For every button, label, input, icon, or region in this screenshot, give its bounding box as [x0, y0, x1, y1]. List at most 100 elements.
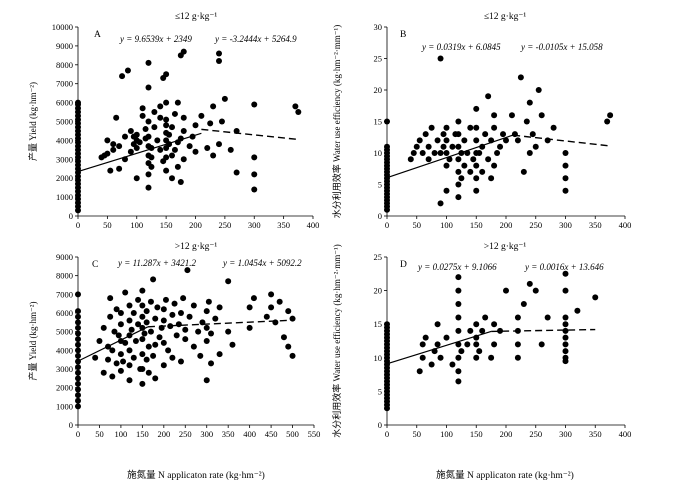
data-point: [464, 341, 471, 348]
data-point: [455, 181, 462, 188]
data-point: [520, 168, 527, 175]
data-point: [157, 146, 164, 153]
data-point: [479, 327, 486, 334]
y-tick-label: 10: [374, 148, 383, 158]
data-point: [182, 326, 189, 333]
data-point: [169, 152, 175, 159]
data-point: [160, 339, 167, 346]
x-tick-label: 100: [440, 220, 453, 230]
data-point: [174, 163, 181, 170]
data-point: [119, 73, 126, 80]
data-point: [482, 314, 489, 321]
x-tick-label: 150: [136, 429, 149, 439]
data-point: [455, 327, 462, 334]
data-point: [422, 334, 429, 341]
x-tick-label: 350: [277, 220, 290, 230]
data-point: [562, 334, 569, 341]
x-tick-label: 50: [95, 429, 104, 439]
x-tick-label: 300: [200, 429, 213, 439]
data-point: [227, 146, 234, 153]
data-point: [562, 162, 569, 169]
y-axis-label: 产量 Yield (kg·hm⁻²): [27, 302, 38, 381]
y-tick-label: 15: [374, 117, 383, 127]
data-point: [96, 338, 103, 344]
data-point: [109, 373, 116, 380]
data-point: [100, 369, 107, 376]
panel-label: B: [400, 30, 406, 40]
data-point: [455, 341, 462, 348]
data-point: [455, 156, 462, 163]
x-tick-label: 0: [76, 220, 80, 230]
data-point: [422, 131, 429, 138]
data-point: [139, 351, 146, 358]
data-point: [139, 302, 146, 309]
data-point: [562, 314, 569, 321]
data-point: [419, 150, 426, 156]
data-point: [132, 338, 139, 344]
data-point: [497, 327, 504, 334]
panel-title: >12 g·kg⁻¹: [484, 242, 527, 252]
data-point: [182, 336, 189, 343]
data-point: [186, 143, 193, 150]
data-point: [75, 364, 81, 371]
y-tick-label: 5000: [56, 117, 73, 127]
data-point: [75, 386, 81, 393]
data-point: [116, 143, 123, 150]
data-point: [446, 156, 453, 163]
y-tick-label: 8000: [56, 60, 73, 70]
y-tick-label: 6000: [56, 98, 73, 108]
data-point: [133, 144, 140, 151]
data-point: [107, 313, 114, 320]
data-point: [550, 124, 557, 131]
x-tick-label: 250: [529, 429, 542, 439]
data-point: [156, 334, 163, 341]
y-tick-label: 0: [69, 420, 73, 430]
data-point: [157, 103, 164, 110]
data-point: [151, 109, 158, 116]
data-point: [205, 298, 212, 305]
data-point: [455, 168, 462, 175]
data-point: [139, 105, 146, 112]
data-point: [171, 146, 178, 153]
data-point: [145, 369, 152, 376]
data-point: [160, 317, 167, 324]
data-point: [233, 169, 240, 176]
data-point: [127, 127, 134, 134]
data-point: [75, 324, 81, 331]
data-point: [150, 352, 157, 359]
data-point: [455, 118, 462, 125]
data-point: [180, 114, 187, 121]
data-point: [117, 367, 124, 374]
data-point: [139, 366, 146, 372]
data-point: [440, 143, 447, 150]
data-point: [455, 314, 462, 321]
data-point: [503, 137, 509, 144]
data-point: [526, 150, 533, 156]
y-tick-label: 10: [374, 353, 383, 363]
data-point: [126, 317, 133, 324]
y-tick-label: 25: [374, 252, 383, 262]
data-point: [416, 368, 423, 375]
data-point: [104, 150, 111, 157]
data-point: [574, 307, 581, 314]
panel-label: C: [92, 260, 98, 270]
data-point: [203, 308, 210, 315]
data-point: [443, 187, 450, 194]
x-tick-label: 200: [500, 220, 513, 230]
panel-d: 0 50 100 150 200 250 300 350 400 0 5 10 15 20 25 >12 g·…: [331, 242, 631, 439]
data-point: [473, 162, 480, 169]
x-tick-label: 150: [160, 220, 173, 230]
data-point: [476, 150, 483, 156]
data-point: [75, 403, 81, 410]
y-axis-label: 产量 Yield (kg·hm⁻²): [27, 82, 38, 161]
data-point: [75, 397, 81, 404]
data-point: [75, 392, 81, 399]
data-point: [148, 154, 155, 161]
y-tick-label: 3000: [56, 364, 73, 374]
data-point: [145, 84, 152, 91]
data-point: [115, 332, 122, 339]
data-point: [272, 319, 279, 326]
data-point: [92, 354, 99, 361]
data-point: [500, 131, 507, 138]
x-tick-label: 300: [559, 429, 572, 439]
